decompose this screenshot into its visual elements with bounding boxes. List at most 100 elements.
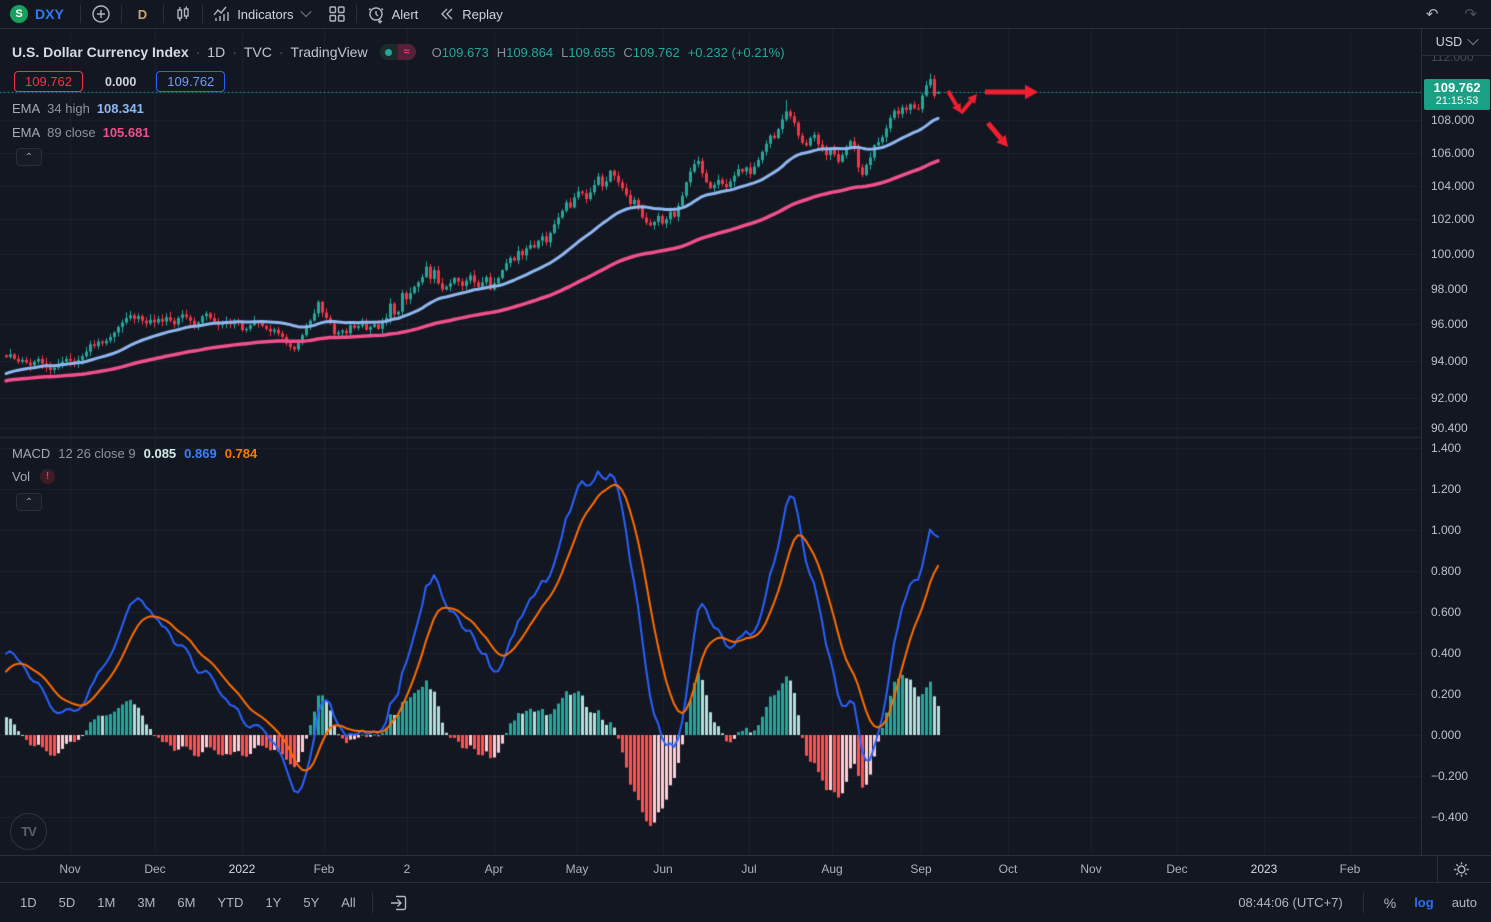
close-value: 109.762 xyxy=(632,44,680,60)
price-tick: 106.000 xyxy=(1431,145,1475,160)
range-ytd[interactable]: YTD xyxy=(217,895,244,910)
alarm-clock-icon xyxy=(368,6,384,23)
volume-legend-row[interactable]: Vol ! xyxy=(12,469,56,484)
toolbar-divider xyxy=(163,5,165,23)
chart-type-button[interactable] xyxy=(174,5,192,23)
volume-error-icon[interactable]: ! xyxy=(40,469,56,484)
price-label-red[interactable]: 109.762 xyxy=(14,71,83,92)
rewind-icon xyxy=(441,8,453,20)
toolbar-divider xyxy=(371,892,373,913)
price-range-labels: 109.762 0.000 109.762 xyxy=(14,71,226,92)
date-range-group: 1D 5D 1M 3M 6M YTD 1Y 5Y All xyxy=(20,895,356,910)
percent-scale-toggle[interactable]: % xyxy=(1383,894,1397,911)
currency-dropdown[interactable]: USD xyxy=(1422,29,1491,56)
separator-dot: · xyxy=(195,44,201,60)
range-1d[interactable]: 1D xyxy=(20,895,37,910)
low-value: 109.655 xyxy=(568,44,616,60)
collapse-macd-pane-button[interactable]: ⌃ xyxy=(16,493,42,511)
price-axis[interactable]: USD 112.000 108.000 106.000 104.000 102.000… xyxy=(1421,29,1491,855)
time-axis-label: 2023 xyxy=(1250,862,1278,876)
macd-tick: 0.600 xyxy=(1431,605,1462,619)
macd-tick: 0.400 xyxy=(1431,646,1462,660)
range-all[interactable]: All xyxy=(341,895,356,910)
replay-button[interactable]: Replay xyxy=(438,6,503,22)
chart-title[interactable]: U.S. Dollar Currency Index xyxy=(12,44,189,60)
price-tick: 102.000 xyxy=(1431,212,1475,227)
chevron-down-icon xyxy=(1467,33,1479,45)
candlestick-icon xyxy=(177,6,189,21)
macd-tick: 1.200 xyxy=(1431,482,1462,496)
macd-tick: 0.000 xyxy=(1431,728,1462,742)
toolbar-divider xyxy=(120,5,122,23)
toolbar-divider xyxy=(355,5,357,23)
collapse-price-pane-button[interactable]: ⌃ xyxy=(16,148,42,166)
ohlc-values: O109.673 H109.864 L109.655 C109.762 +0.2… xyxy=(431,44,785,60)
time-axis-label: Apr xyxy=(484,862,504,876)
ema-34-row[interactable]: EMA 34 high 108.341 xyxy=(12,101,144,116)
compare-add-button[interactable] xyxy=(91,4,111,24)
time-axis[interactable]: Nov Dec 2022 Feb 2 Apr May Jun Jul Aug Sep Oct Nov De… xyxy=(0,855,1491,883)
macd-tick: −0.400 xyxy=(1431,810,1469,824)
exchange-label[interactable]: TVC xyxy=(243,44,272,60)
interval-button[interactable]: D xyxy=(137,6,148,22)
symbol-legend: U.S. Dollar Currency Index · 1D · TVC · … xyxy=(12,44,785,60)
range-5d[interactable]: 5D xyxy=(58,895,76,910)
goto-date-icon xyxy=(390,895,406,910)
interval-label[interactable]: 1D xyxy=(207,44,226,60)
axis-corner-divider xyxy=(1437,856,1438,883)
plus-circle-icon xyxy=(92,5,110,23)
range-6m[interactable]: 6M xyxy=(177,895,196,910)
range-5y[interactable]: 5Y xyxy=(303,895,320,910)
chevron-down-icon xyxy=(299,5,312,17)
log-scale-toggle[interactable]: log xyxy=(1414,895,1434,910)
time-axis-label: Nov xyxy=(59,862,81,876)
sun-settings-icon xyxy=(1454,862,1469,877)
symbol-logo-icon: S xyxy=(10,5,28,23)
undo-button[interactable]: ↶ xyxy=(1425,6,1439,23)
layout-grid-button[interactable] xyxy=(328,5,346,23)
alert-button[interactable]: Alert xyxy=(367,5,418,24)
bar-countdown: 21:15:53 xyxy=(1435,95,1479,108)
clock-display[interactable]: 08:44:06 (UTC+7) xyxy=(1238,895,1343,910)
range-1m[interactable]: 1M xyxy=(97,895,116,910)
top-toolbar: S DXY D Indicators xyxy=(0,0,1491,29)
price-tick: 94.000 xyxy=(1431,353,1468,368)
macd-tick: 0.800 xyxy=(1431,564,1462,578)
chart-region: U.S. Dollar Currency Index · 1D · TVC · … xyxy=(0,29,1491,855)
time-axis-label: Dec xyxy=(144,862,166,876)
market-status-pill[interactable]: ≈ xyxy=(379,44,416,60)
last-price-badge: 109.762 21:15:53 xyxy=(1424,79,1490,111)
grid-layout-icon xyxy=(328,6,345,22)
indicators-button[interactable]: Indicators xyxy=(213,5,312,22)
time-axis-label: Feb xyxy=(1339,862,1361,876)
macd-tick: 1.400 xyxy=(1431,441,1462,455)
toolbar-divider xyxy=(202,5,204,23)
symbol-button[interactable]: DXY xyxy=(35,6,64,22)
price-tick: 92.000 xyxy=(1431,391,1468,405)
last-price-value: 109.762 xyxy=(1433,80,1481,96)
tradingview-watermark-icon: TV xyxy=(10,813,47,850)
delayed-data-icon: ≈ xyxy=(397,44,416,60)
macd-hist-value: 0.085 xyxy=(143,446,177,461)
range-3m[interactable]: 3M xyxy=(137,895,156,910)
price-label-blue[interactable]: 109.762 xyxy=(156,71,226,92)
redo-button[interactable]: ↷ xyxy=(1464,6,1477,23)
macd-legend-row[interactable]: MACD 12 26 close 9 0.085 0.869 0.784 xyxy=(12,446,258,461)
range-1y[interactable]: 1Y xyxy=(265,895,282,910)
price-tick: 96.000 xyxy=(1431,317,1468,332)
high-value: 109.864 xyxy=(506,44,554,60)
ema-89-value: 105.681 xyxy=(102,125,150,140)
toolbar-divider xyxy=(79,5,81,23)
change-value: +0.232 (+0.21%) xyxy=(687,44,785,60)
ema-89-row[interactable]: EMA 89 close 105.681 xyxy=(12,125,150,140)
scales-settings-button[interactable] xyxy=(1451,859,1472,880)
time-axis-label: Nov xyxy=(1080,862,1102,876)
price-tick: 90.400 xyxy=(1431,421,1468,436)
price-change-label: 0.000 xyxy=(105,74,137,89)
auto-scale-toggle[interactable]: auto xyxy=(1451,895,1477,910)
time-axis-label: 2 xyxy=(403,862,411,876)
time-axis-label: 2022 xyxy=(228,862,256,876)
goto-date-button[interactable] xyxy=(389,894,408,912)
main-chart-canvas[interactable] xyxy=(0,29,1421,855)
